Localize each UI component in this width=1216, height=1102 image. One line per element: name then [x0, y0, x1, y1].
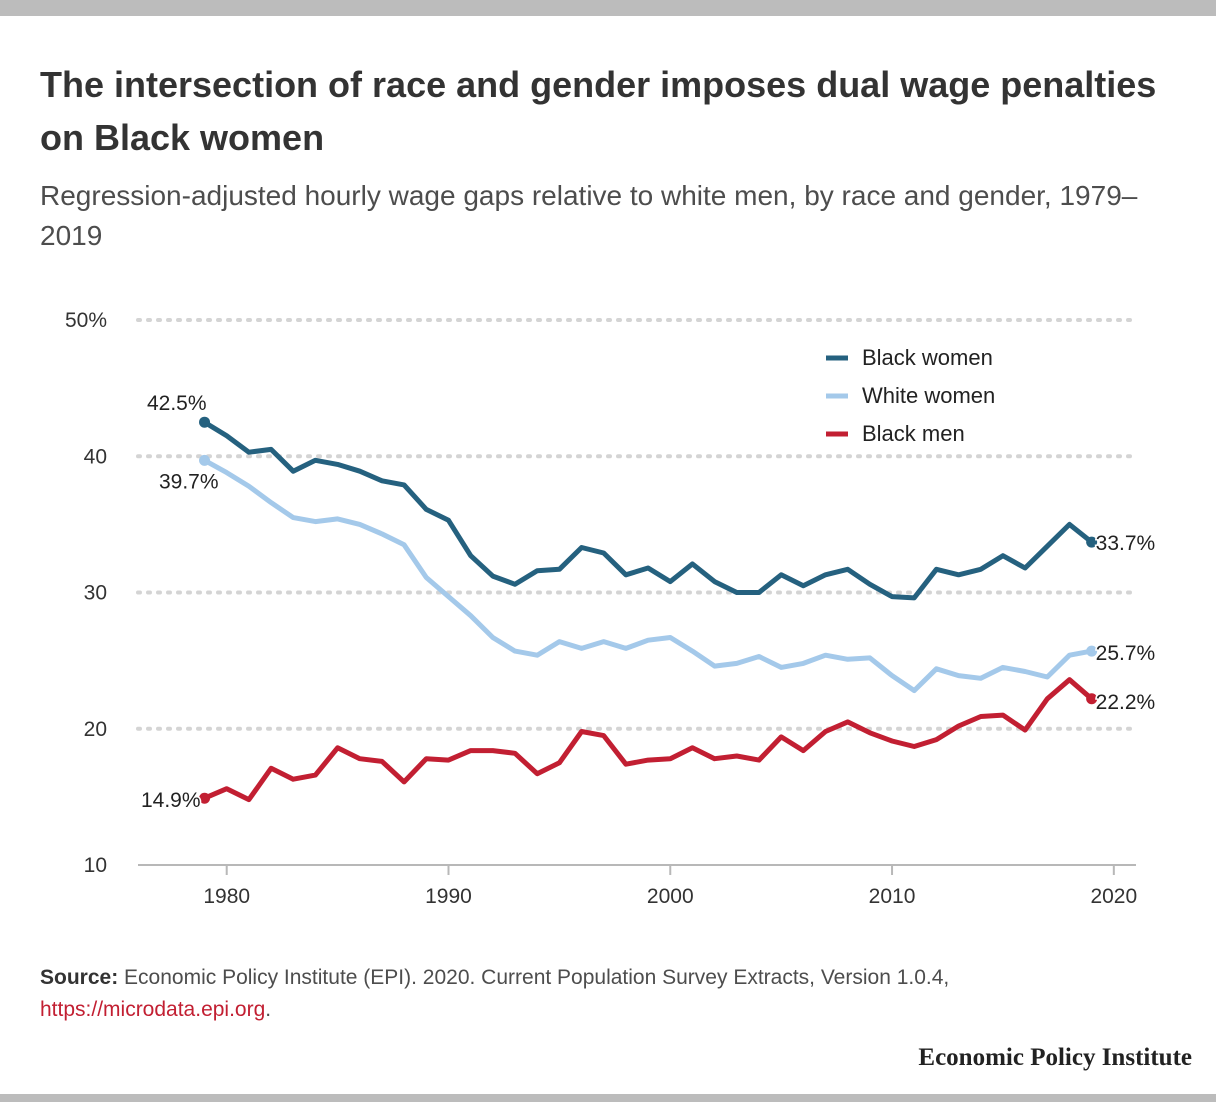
- series-start-point-black-men: [199, 792, 211, 804]
- series-start-point-white-women: [199, 454, 211, 466]
- source-label: Source:: [40, 966, 119, 989]
- series-end-label-black-women: 33.7%: [1096, 532, 1156, 555]
- line-chart: 10 20 30 40 50% 1980 1990 2000 2010 2020 42.5% 33.7…: [65, 309, 1157, 908]
- series-end-label-white-women: 25.7%: [1096, 642, 1156, 665]
- series-start-label-black-women: 42.5%: [147, 392, 207, 415]
- brand-logo-text: Economic Policy Institute: [918, 1044, 1192, 1071]
- x-tick-label-2010: 2010: [869, 885, 916, 908]
- x-tick-label-2020: 2020: [1090, 885, 1137, 908]
- y-tick-label-20: 20: [84, 718, 107, 741]
- source-link[interactable]: https://microdata.epi.org: [40, 998, 266, 1021]
- source-end: .: [265, 998, 272, 1021]
- series-start-label-black-men: 14.9%: [141, 789, 201, 812]
- y-tick-label-30: 30: [84, 582, 107, 605]
- y-tick-label-50: 50%: [65, 309, 107, 332]
- series-line-black-women: [202, 419, 1095, 601]
- x-tick-label-2000: 2000: [647, 885, 694, 908]
- x-tick-label-1980: 1980: [203, 885, 250, 908]
- series-line-black-men: [202, 677, 1095, 803]
- series-end-point-black-men: [1086, 693, 1098, 705]
- y-tick-label-40: 40: [84, 445, 107, 468]
- series-start-point-black-women: [199, 416, 211, 428]
- series-end-label-black-men: 22.2%: [1096, 691, 1156, 714]
- source-note: Source: Economic Policy Institute (EPI).…: [40, 962, 1080, 1026]
- series-line-white-women: [202, 457, 1095, 694]
- series-end-point-black-women: [1086, 536, 1098, 548]
- y-tick-label-10: 10: [84, 854, 107, 877]
- legend-label-white-women: White women: [862, 383, 995, 408]
- bottom-border-bar: [0, 1094, 1216, 1102]
- source-text: Economic Policy Institute (EPI). 2020. C…: [124, 966, 950, 989]
- x-tick-label-1990: 1990: [425, 885, 472, 908]
- series-end-point-white-women: [1086, 645, 1098, 657]
- top-border-bar: [0, 0, 1216, 16]
- chart-subtitle: Regression-adjusted hourly wage gaps rel…: [40, 180, 1138, 251]
- legend-label-black-men: Black men: [862, 421, 965, 446]
- chart-title: The intersection of race and gender impo…: [40, 64, 1157, 158]
- legend-label-black-women: Black women: [862, 345, 993, 370]
- series-start-label-white-women: 39.7%: [159, 470, 219, 493]
